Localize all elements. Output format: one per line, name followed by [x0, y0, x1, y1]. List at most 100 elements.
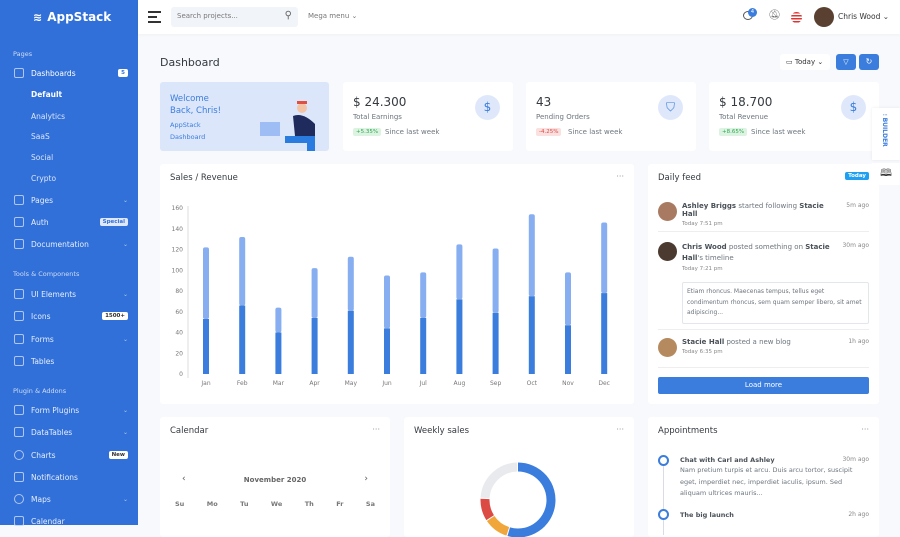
y-tick-label: 20	[175, 350, 183, 357]
top-navbar: Search projects... ⚲ Mega menu ⌄ 4 🔕︎ Ch…	[138, 0, 900, 34]
sidebar-subitem-saas[interactable]: SaaS	[31, 132, 50, 141]
more-options-icon[interactable]: ···	[616, 425, 624, 434]
y-tick-label: 0	[179, 371, 183, 378]
x-tick-label: May	[345, 380, 358, 387]
appointment-item[interactable]: The big launch 2h ago	[680, 511, 869, 519]
chevron-down-icon: ⌄	[122, 495, 128, 503]
list-icon	[14, 356, 24, 366]
sidebar-subitem-social[interactable]: Social	[31, 153, 54, 162]
bar-may-series-1	[347, 310, 354, 374]
donut-slice-1	[507, 462, 556, 537]
welcome-card: Welcome Back, Chris! AppStack Dashboard	[160, 82, 329, 151]
chevron-down-icon: ⌄	[122, 406, 128, 414]
sales-revenue-card: Sales / Revenue ··· 0 20 40 60 80 100 120 140 16…	[160, 164, 634, 404]
user-menu[interactable]: Chris Wood ⌄	[838, 12, 890, 21]
section-label: Plugin & Addons	[13, 387, 67, 395]
more-options-icon[interactable]: ···	[616, 172, 624, 181]
sidebar-item-pages[interactable]: Pages ⌄	[14, 195, 128, 205]
more-options-icon[interactable]: ···	[861, 425, 869, 434]
user-avatar[interactable]	[814, 7, 834, 27]
chevron-down-icon: ⌄	[122, 335, 128, 343]
timeline-dot	[658, 509, 669, 520]
brand-logo[interactable]: ≋ AppStack	[33, 10, 112, 24]
layers-icon: ≋	[33, 10, 43, 24]
hamburger-menu-icon[interactable]	[148, 11, 161, 23]
sidebar-item-auth[interactable]: Auth Special	[14, 217, 128, 227]
stat-label: Total Earnings	[353, 113, 402, 121]
sidebar-subitem-default[interactable]: Default	[31, 90, 63, 99]
sidebar-item-dashboards[interactable]: Dashboards 5	[14, 68, 128, 78]
daily-feed-card: Daily feed Today Ashley Briggs started f…	[648, 164, 879, 404]
date-filter-dropdown[interactable]: ▭ Today ⌄	[780, 54, 830, 70]
today-badge: Today	[845, 172, 869, 180]
load-more-button[interactable]: Load more	[658, 377, 869, 394]
x-tick-label: Jun	[381, 380, 392, 387]
filter-button[interactable]: ▽	[836, 54, 856, 70]
sidebar-item-datatables[interactable]: DataTables ⌄	[14, 427, 128, 437]
welcome-heading: Welcome	[170, 94, 209, 104]
stat-value: 43	[536, 95, 552, 109]
post-quote: Etiam rhoncus. Maecenas tempus, tellus e…	[682, 282, 869, 324]
x-tick-label: Dec	[598, 380, 610, 387]
builder-tab[interactable]: ⫶ BUILDER	[872, 108, 900, 160]
stat-label: Pending Orders	[536, 113, 590, 121]
donut-slice-4	[480, 462, 518, 499]
sidebar-item-forms[interactable]: Forms ⌄	[14, 334, 128, 344]
calendar-icon: ▭	[786, 58, 793, 66]
sliders-icon	[14, 68, 24, 78]
prev-month-button[interactable]: ‹	[182, 474, 186, 484]
stat-card-earnings: $ 24.300 Total Earnings +5.35% Since las…	[343, 82, 513, 151]
x-tick-label: Apr	[309, 380, 320, 387]
timeline-line	[663, 465, 664, 535]
sidebar-subitem-crypto[interactable]: Crypto	[31, 174, 57, 183]
sidebar-item-ui-elements[interactable]: UI Elements ⌄	[14, 289, 128, 299]
next-month-button[interactable]: ›	[364, 474, 368, 484]
more-options-icon[interactable]: ···	[372, 425, 380, 434]
sidebar-item-icons[interactable]: Icons 1500+	[14, 311, 128, 321]
sidebar-item-documentation[interactable]: Documentation ⌄	[14, 239, 128, 249]
weekly-sales-card: Weekly sales ···	[404, 417, 634, 537]
avatar	[658, 202, 677, 221]
sidebar-item-tables[interactable]: Tables	[14, 356, 128, 366]
y-tick-label: 140	[172, 226, 184, 233]
check-square-icon	[14, 334, 24, 344]
search-input[interactable]: Search projects... ⚲	[171, 7, 298, 27]
sidebar-item-notifications[interactable]: Notifications	[14, 472, 128, 482]
refresh-button[interactable]: ↻	[859, 54, 879, 70]
stat-value: $ 18.700	[719, 95, 773, 109]
map-pin-icon	[14, 494, 24, 504]
bar-aug-series-2	[456, 244, 463, 300]
documentation-book-icon[interactable]: 🕮︎	[872, 163, 900, 185]
bar-feb-series-2	[239, 237, 246, 306]
avatar	[658, 338, 677, 357]
sidebar-item-charts[interactable]: Charts New	[14, 450, 128, 460]
y-tick-label: 40	[175, 330, 183, 337]
bar-oct-series-2	[528, 214, 535, 297]
bar-nov-series-2	[565, 272, 571, 326]
bar-jun-series-2	[384, 275, 390, 329]
count-badge: 5	[118, 69, 128, 77]
search-icon[interactable]: ⚲	[284, 10, 292, 21]
us-flag-icon[interactable]	[791, 12, 802, 23]
bar-sep-series-1	[492, 312, 499, 374]
x-tick-label: Jan	[200, 380, 210, 387]
filter-icon: ▽	[843, 58, 849, 66]
appointment-item[interactable]: Chat with Carl and Ashley 30m ago Nam pr…	[680, 456, 869, 497]
sidebar-item-maps[interactable]: Maps ⌄	[14, 494, 128, 504]
bell-off-icon[interactable]: 🔕︎	[768, 10, 781, 21]
x-tick-label: Aug	[454, 380, 466, 387]
sidebar-item-form-plugins[interactable]: Form Plugins ⌄	[14, 405, 128, 415]
bar-aug-series-1	[456, 299, 463, 374]
messages-count-badge: 4	[748, 8, 757, 17]
weekday-header: Su Mo Tu We Th Fr Sa	[175, 500, 375, 508]
section-label: Tools & Components	[13, 270, 80, 278]
chevron-down-icon: ⌄	[122, 196, 128, 204]
bar-nov-series-1	[565, 325, 571, 374]
sidebar-subitem-analytics[interactable]: Analytics	[31, 112, 66, 121]
bar-mar-series-2	[275, 307, 282, 333]
users-icon	[14, 217, 24, 227]
grid-icon	[14, 289, 24, 299]
bell-icon	[14, 472, 24, 482]
list-icon	[14, 427, 24, 437]
mega-menu-dropdown[interactable]: Mega menu ⌄	[308, 12, 358, 20]
